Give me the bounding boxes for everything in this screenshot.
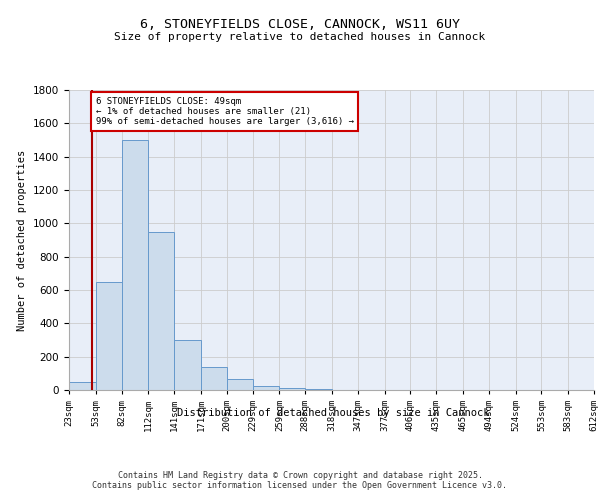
Bar: [148, 232, 174, 390]
Text: Contains HM Land Registry data © Crown copyright and database right 2025.
Contai: Contains HM Land Registry data © Crown c…: [92, 470, 508, 490]
Text: 6 STONEYFIELDS CLOSE: 49sqm
← 1% of detached houses are smaller (21)
99% of semi: 6 STONEYFIELDS CLOSE: 49sqm ← 1% of deta…: [96, 96, 354, 126]
Text: 6, STONEYFIELDS CLOSE, CANNOCK, WS11 6UY: 6, STONEYFIELDS CLOSE, CANNOCK, WS11 6UY: [140, 18, 460, 30]
Bar: [227, 379, 253, 390]
Bar: [280, 388, 305, 390]
Bar: [174, 340, 201, 390]
Bar: [305, 389, 332, 390]
Bar: [201, 366, 227, 390]
Bar: [122, 140, 148, 390]
Bar: [96, 282, 122, 390]
Text: Size of property relative to detached houses in Cannock: Size of property relative to detached ho…: [115, 32, 485, 42]
Text: Distribution of detached houses by size in Cannock: Distribution of detached houses by size …: [177, 408, 489, 418]
Bar: [69, 382, 96, 390]
Y-axis label: Number of detached properties: Number of detached properties: [17, 150, 28, 330]
Bar: [253, 386, 280, 390]
